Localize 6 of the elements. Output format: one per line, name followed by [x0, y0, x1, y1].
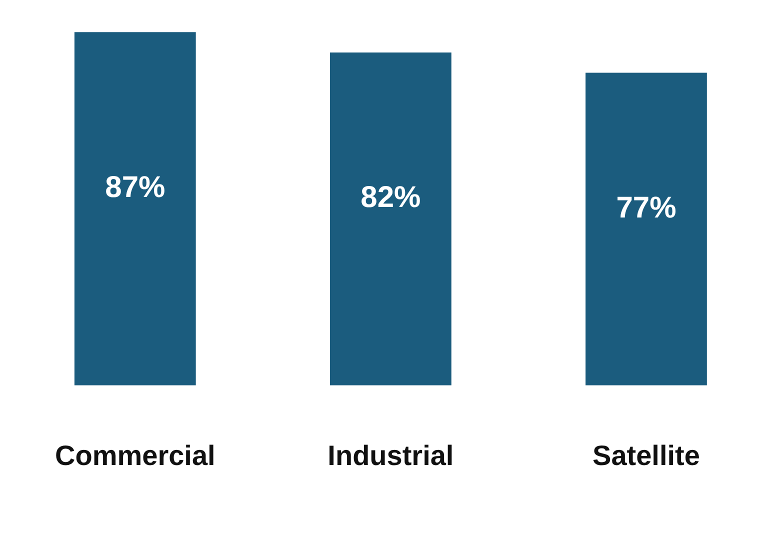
data-label: 82% — [360, 181, 421, 214]
x-tick-label: Satellite — [592, 440, 700, 471]
data-label: 87% — [105, 171, 166, 204]
x-tick-label: Industrial — [328, 440, 454, 471]
data-label: 77% — [616, 191, 676, 224]
x-tick-label: Commercial — [54, 440, 216, 471]
